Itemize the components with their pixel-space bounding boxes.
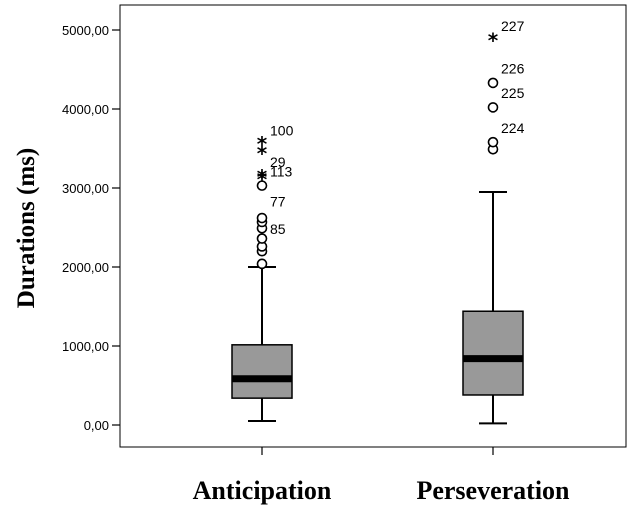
outlier-label: 113 [270,163,293,179]
outlier-label: 226 [501,61,525,77]
outlier-star: * [257,141,268,165]
iqr-box [231,344,293,399]
outlier-label: 100 [270,122,294,138]
y-axis-title: Durations (ms) [13,148,40,308]
plot-frame [119,4,627,448]
outlier-label: 29 [270,154,286,170]
y-tick-label: 4000,00 [62,102,109,117]
y-tick-label: 0,00 [84,418,109,433]
outlier-label: 77 [270,193,286,209]
outlier-star: * [488,28,499,52]
outlier-circle [487,102,499,113]
outlier-circle [256,233,268,244]
iqr-box [462,310,524,396]
box-perseveration: * 224 225 226 227 [462,18,525,425]
outlier-star: * [257,168,268,192]
y-tick-label: 2000,00 [62,260,109,275]
y-tick-label: 5000,00 [62,23,109,38]
outlier-star: * [257,165,268,189]
x-category-label: Anticipation [193,476,332,505]
outlier-label: 224 [501,120,525,136]
x-category-label: Perseveration [416,476,570,505]
outlier-circle [256,258,268,270]
outlier-label: 227 [501,18,525,34]
y-tick-label: 3000,00 [62,181,109,196]
outlier-circle [256,180,268,191]
outlier-circle [487,77,499,89]
outlier-circle [487,136,499,148]
y-tick-label: 1000,00 [62,339,109,354]
outlier-label: 85 [270,221,286,237]
outlier-circle [256,212,268,224]
outlier-label: 225 [501,85,525,101]
outlier-star: * [257,132,268,156]
